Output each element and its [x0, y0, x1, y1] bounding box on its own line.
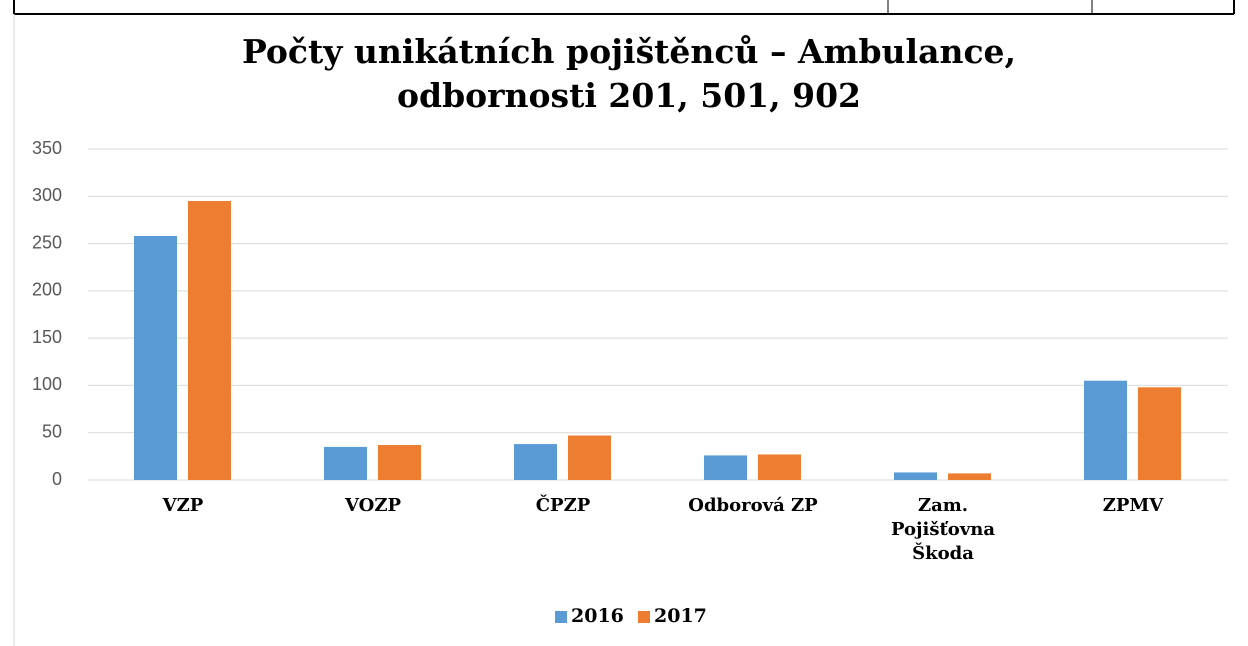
- x-tick-label: Zam. Pojišťovna Škoda: [890, 495, 996, 564]
- x-tick-label: VOZP: [344, 495, 401, 516]
- legend-swatch: [638, 611, 650, 623]
- y-tick-label: 300: [32, 185, 62, 205]
- bar: [1084, 380, 1127, 480]
- x-tick-label: VZP: [162, 495, 204, 516]
- legend-label: 2017: [654, 605, 707, 627]
- bar: [704, 455, 747, 480]
- bar: [134, 236, 177, 480]
- chart-title: Počty unikátních pojištěnců – Ambulance,: [241, 32, 1017, 71]
- bar: [948, 473, 991, 480]
- bar: [514, 444, 557, 480]
- y-tick-label: 100: [32, 374, 62, 394]
- legend-label: 2016: [571, 605, 624, 627]
- y-tick-label: 250: [32, 232, 62, 252]
- y-tick-label: 200: [32, 280, 62, 300]
- x-tick-label: Odborová ZP: [688, 495, 818, 516]
- y-tick-label: 350: [32, 138, 62, 158]
- bar: [324, 446, 367, 480]
- bar: [188, 201, 231, 480]
- bar: [894, 472, 937, 480]
- bar: [378, 445, 421, 480]
- bar: [1138, 387, 1181, 480]
- y-tick-label: 50: [42, 421, 62, 441]
- y-tick-label: 150: [32, 327, 62, 347]
- x-tick-label: ČPZP: [535, 495, 591, 516]
- legend-swatch: [555, 611, 567, 623]
- bar: [568, 435, 611, 480]
- chart-title: odbornosti 201, 501, 902: [396, 76, 861, 115]
- bar: [758, 454, 801, 480]
- x-tick-label: ZPMV: [1102, 495, 1164, 516]
- y-tick-label: 0: [52, 469, 62, 489]
